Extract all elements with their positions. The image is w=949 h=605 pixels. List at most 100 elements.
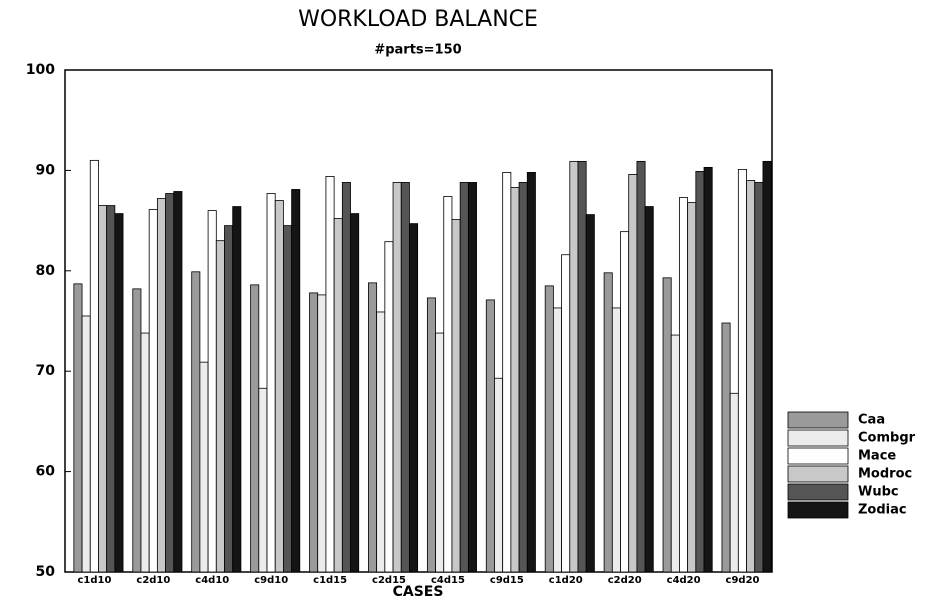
bar bbox=[443, 196, 453, 573]
x-tick-label: c1d20 bbox=[549, 575, 583, 586]
bar bbox=[729, 392, 739, 573]
bar bbox=[746, 180, 756, 573]
bar bbox=[620, 231, 630, 573]
bar bbox=[114, 213, 124, 573]
legend-swatch bbox=[787, 501, 849, 519]
bar bbox=[173, 191, 183, 573]
x-tick-label: c4d15 bbox=[431, 575, 465, 586]
bar bbox=[467, 182, 477, 573]
bar bbox=[291, 189, 301, 573]
bar bbox=[266, 193, 276, 573]
y-tick-label: 100 bbox=[26, 62, 55, 78]
bar bbox=[435, 332, 445, 573]
bar bbox=[628, 174, 638, 573]
bar bbox=[670, 334, 680, 573]
x-tick-label: c2d10 bbox=[136, 575, 170, 586]
bar bbox=[451, 219, 461, 573]
bar bbox=[165, 193, 175, 573]
legend-swatch bbox=[787, 483, 849, 501]
bar bbox=[191, 271, 201, 573]
bar bbox=[148, 209, 158, 573]
x-tick-label: c2d15 bbox=[372, 575, 406, 586]
bar bbox=[510, 187, 520, 573]
bar bbox=[400, 182, 410, 573]
legend-label: Wubc bbox=[858, 485, 899, 500]
bar bbox=[561, 254, 571, 573]
chart-subtitle: #parts=150 bbox=[374, 43, 461, 58]
bar bbox=[309, 292, 319, 573]
bar bbox=[636, 160, 646, 573]
bar bbox=[721, 322, 731, 573]
bar bbox=[754, 182, 764, 573]
bar bbox=[502, 172, 512, 573]
legend-swatch bbox=[787, 465, 849, 483]
bar bbox=[89, 159, 99, 573]
bar bbox=[392, 182, 402, 573]
y-tick-label: 90 bbox=[36, 162, 56, 178]
bar bbox=[376, 311, 386, 573]
bar bbox=[325, 176, 335, 573]
bar bbox=[459, 182, 469, 573]
x-tick-label: c9d15 bbox=[490, 575, 524, 586]
bar bbox=[106, 205, 116, 573]
bar bbox=[250, 284, 260, 573]
bar bbox=[350, 213, 360, 573]
bar bbox=[679, 197, 689, 573]
bar bbox=[207, 210, 217, 573]
y-tick-label: 60 bbox=[36, 464, 56, 480]
x-tick-label: c9d10 bbox=[254, 575, 288, 586]
y-tick-label: 50 bbox=[36, 564, 56, 580]
bar bbox=[215, 240, 225, 573]
legend-label: Combgr bbox=[858, 431, 916, 446]
legend-label: Modroc bbox=[858, 467, 912, 482]
bar bbox=[232, 206, 242, 573]
bar bbox=[662, 277, 672, 573]
bar bbox=[687, 202, 697, 573]
x-tick-label: c1d15 bbox=[313, 575, 347, 586]
bar bbox=[283, 225, 293, 573]
bar bbox=[274, 200, 284, 573]
y-tick-label: 70 bbox=[36, 363, 56, 379]
x-tick-label: c4d10 bbox=[195, 575, 229, 586]
bar bbox=[518, 182, 528, 573]
bar bbox=[485, 299, 495, 573]
legend-label: Mace bbox=[858, 449, 896, 464]
bar bbox=[317, 294, 327, 573]
legend-label: Zodiac bbox=[858, 503, 907, 518]
bar bbox=[577, 160, 587, 573]
legend-swatch bbox=[787, 411, 849, 429]
x-tick-label: c4d20 bbox=[667, 575, 701, 586]
bar bbox=[603, 272, 613, 573]
bar bbox=[409, 223, 419, 573]
bar bbox=[644, 206, 654, 573]
chart-title: WORKLOAD BALANCE bbox=[298, 7, 538, 32]
bar bbox=[73, 283, 83, 573]
legend-swatch bbox=[787, 429, 849, 447]
legend-label: Caa bbox=[858, 413, 885, 428]
bar bbox=[384, 241, 394, 573]
bar bbox=[494, 377, 504, 573]
bar bbox=[132, 288, 142, 573]
bar bbox=[333, 218, 343, 573]
bar bbox=[552, 307, 562, 573]
bar bbox=[585, 214, 595, 573]
bar bbox=[737, 168, 747, 573]
bar bbox=[695, 171, 705, 573]
bar bbox=[156, 198, 166, 573]
bar bbox=[426, 297, 436, 573]
bar bbox=[544, 285, 554, 573]
plot-frame bbox=[64, 69, 773, 573]
bar bbox=[81, 315, 91, 573]
bar bbox=[224, 225, 234, 573]
bar bbox=[611, 307, 621, 573]
bar bbox=[762, 160, 772, 573]
legend-swatch bbox=[787, 447, 849, 465]
bar bbox=[258, 387, 268, 573]
y-tick-label: 80 bbox=[36, 263, 56, 279]
bar bbox=[341, 182, 351, 573]
x-axis-label: CASES bbox=[393, 584, 444, 600]
x-tick-label: c2d20 bbox=[608, 575, 642, 586]
x-tick-label: c9d20 bbox=[726, 575, 760, 586]
bar bbox=[140, 332, 150, 573]
